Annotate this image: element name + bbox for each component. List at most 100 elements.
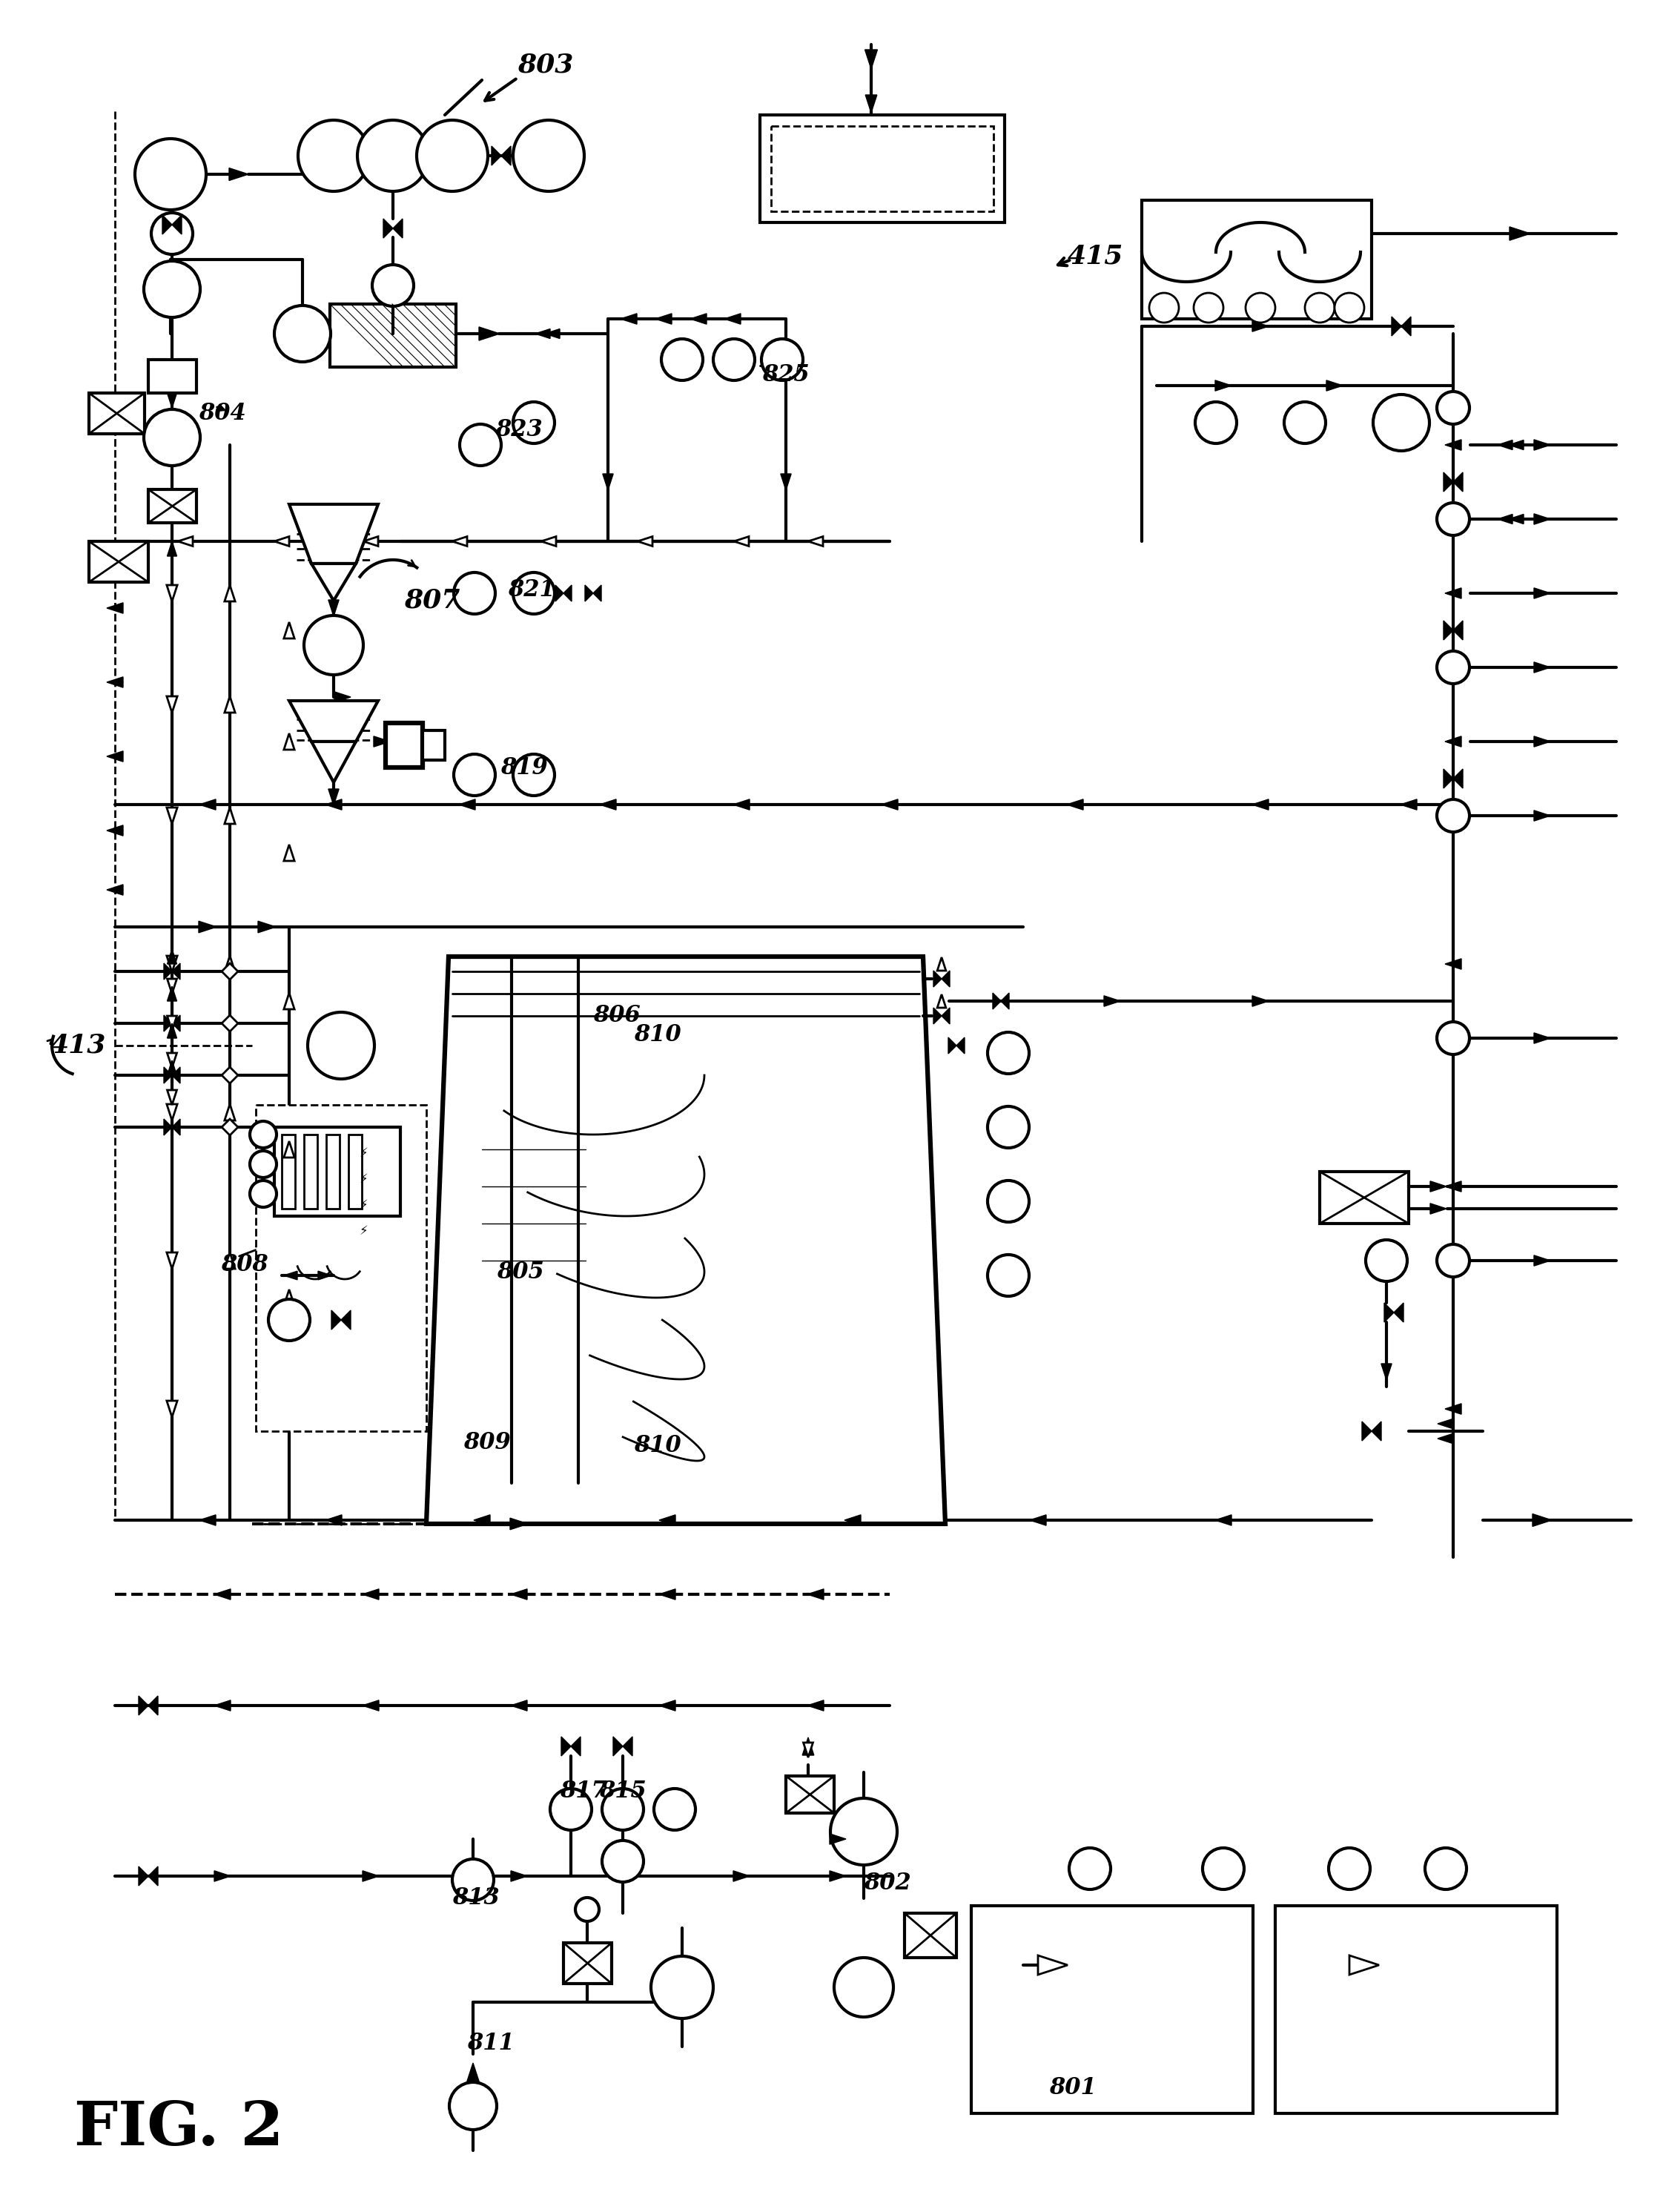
Polygon shape — [221, 1066, 238, 1084]
Polygon shape — [284, 734, 294, 750]
Text: ⚡: ⚡ — [359, 1172, 368, 1186]
Bar — [281, 1135, 294, 1208]
Circle shape — [762, 338, 803, 380]
Polygon shape — [426, 956, 945, 1524]
Polygon shape — [215, 1588, 231, 1599]
Polygon shape — [1453, 473, 1463, 491]
Polygon shape — [1029, 1515, 1046, 1526]
Polygon shape — [374, 737, 391, 748]
Polygon shape — [178, 538, 193, 546]
Polygon shape — [168, 394, 176, 407]
Circle shape — [988, 1254, 1029, 1296]
Polygon shape — [166, 1252, 178, 1270]
Circle shape — [830, 1798, 896, 1865]
Polygon shape — [284, 1272, 298, 1281]
Polygon shape — [1382, 1363, 1392, 1380]
Polygon shape — [166, 697, 178, 712]
Text: ⚡: ⚡ — [359, 1146, 368, 1159]
Polygon shape — [1533, 737, 1550, 748]
Polygon shape — [225, 807, 234, 823]
Circle shape — [1437, 650, 1470, 684]
Text: ⚡: ⚡ — [359, 1199, 368, 1212]
Polygon shape — [1533, 1033, 1550, 1044]
Circle shape — [654, 1790, 695, 1829]
Polygon shape — [171, 215, 181, 234]
Polygon shape — [933, 1009, 941, 1024]
Polygon shape — [1400, 799, 1417, 810]
Polygon shape — [166, 1104, 178, 1121]
Polygon shape — [225, 584, 234, 602]
Polygon shape — [1104, 995, 1121, 1006]
Polygon shape — [1445, 737, 1462, 748]
Circle shape — [1437, 799, 1470, 832]
Polygon shape — [1362, 1422, 1372, 1440]
Polygon shape — [221, 962, 238, 980]
Text: 808: 808 — [221, 1252, 268, 1276]
Bar — [971, 1907, 1252, 2112]
Polygon shape — [993, 993, 1001, 1009]
Polygon shape — [865, 95, 876, 113]
Polygon shape — [165, 1015, 171, 1031]
Polygon shape — [808, 1588, 823, 1599]
Polygon shape — [452, 538, 467, 546]
Polygon shape — [733, 538, 748, 546]
Circle shape — [268, 1298, 309, 1340]
Polygon shape — [733, 799, 750, 810]
Polygon shape — [1252, 995, 1269, 1006]
Text: 810: 810 — [634, 1022, 682, 1046]
Polygon shape — [622, 1736, 632, 1756]
Polygon shape — [1252, 799, 1269, 810]
Polygon shape — [215, 1871, 231, 1882]
Polygon shape — [659, 1588, 675, 1599]
Polygon shape — [511, 1588, 527, 1599]
Polygon shape — [221, 1119, 238, 1135]
Polygon shape — [289, 504, 378, 564]
Bar — [772, 126, 993, 212]
Polygon shape — [1533, 661, 1550, 672]
Polygon shape — [492, 146, 501, 166]
Text: FIG. 2: FIG. 2 — [75, 2099, 284, 2159]
Polygon shape — [363, 1588, 379, 1599]
Polygon shape — [274, 538, 289, 546]
Circle shape — [602, 1790, 644, 1829]
Text: 819: 819 — [501, 757, 547, 779]
Polygon shape — [168, 1015, 176, 1031]
Polygon shape — [1216, 380, 1232, 392]
Circle shape — [454, 754, 496, 796]
Circle shape — [1196, 403, 1237, 442]
Circle shape — [602, 1840, 644, 1882]
Polygon shape — [106, 677, 123, 688]
Polygon shape — [166, 584, 178, 602]
Polygon shape — [1453, 770, 1463, 787]
Text: 813: 813 — [452, 1887, 499, 1909]
Circle shape — [514, 754, 554, 796]
Polygon shape — [165, 962, 171, 980]
Bar — [148, 361, 196, 394]
Polygon shape — [564, 584, 572, 602]
Polygon shape — [1533, 440, 1550, 451]
Polygon shape — [802, 1736, 813, 1754]
Text: 810: 810 — [634, 1436, 682, 1458]
Circle shape — [1425, 1847, 1467, 1889]
Circle shape — [304, 615, 363, 675]
Polygon shape — [1533, 1513, 1552, 1526]
Polygon shape — [1437, 1433, 1453, 1444]
Circle shape — [1334, 292, 1364, 323]
Polygon shape — [311, 741, 356, 783]
Polygon shape — [570, 1736, 580, 1756]
Polygon shape — [511, 1871, 527, 1882]
Polygon shape — [331, 1310, 341, 1329]
Polygon shape — [1498, 513, 1512, 524]
Polygon shape — [1327, 380, 1342, 392]
Circle shape — [575, 1898, 599, 1922]
Polygon shape — [148, 1867, 158, 1885]
Polygon shape — [1001, 993, 1009, 1009]
Polygon shape — [106, 885, 123, 896]
Polygon shape — [334, 692, 351, 703]
Polygon shape — [168, 949, 176, 964]
Polygon shape — [258, 920, 276, 933]
Polygon shape — [511, 1701, 527, 1710]
Circle shape — [459, 425, 501, 467]
Polygon shape — [1392, 316, 1402, 336]
Text: 807: 807 — [404, 588, 461, 613]
